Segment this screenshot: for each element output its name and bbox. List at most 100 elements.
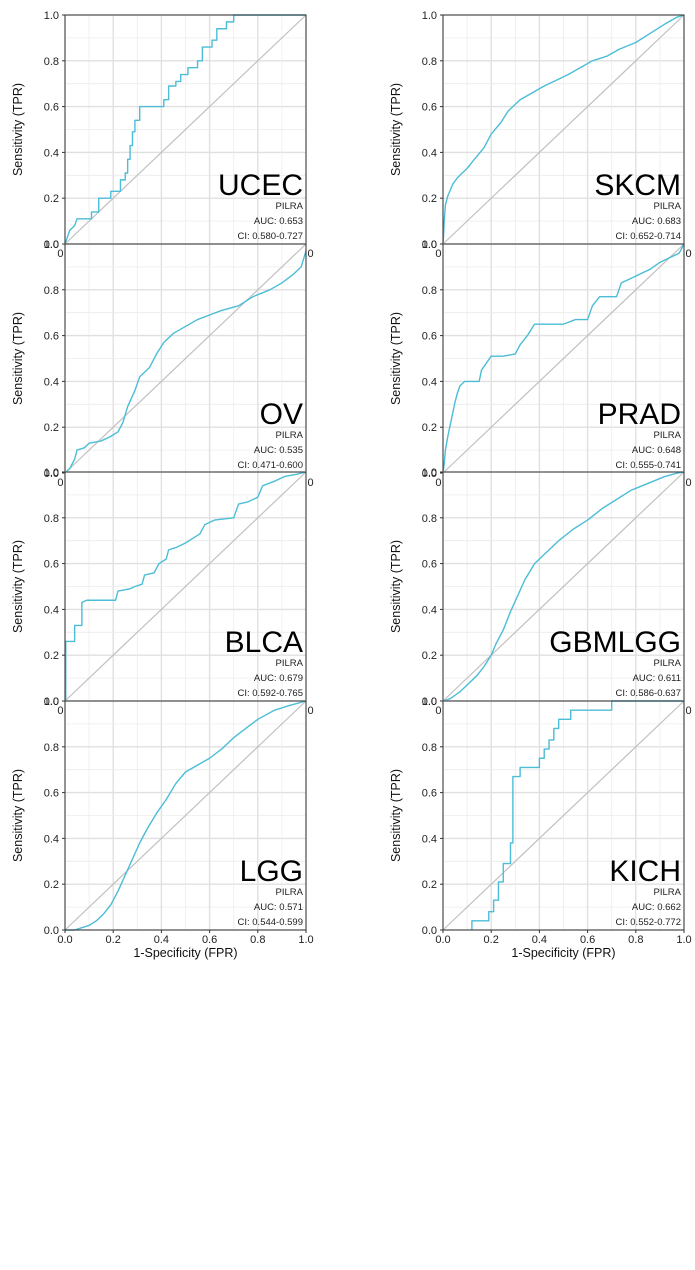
cancer-type-label: LGG	[240, 855, 303, 888]
reference-diagonal-line	[442, 471, 685, 702]
roc-curve-line	[442, 243, 685, 474]
x-tick-label: 0.2	[484, 934, 499, 946]
x-tick-label: 0.6	[580, 934, 595, 946]
y-tick-label: 0.2	[422, 650, 437, 662]
auc-label: AUC: 0.611	[633, 673, 681, 684]
gene-label: PILRA	[276, 430, 304, 441]
x-tick-label: 0.4	[154, 934, 169, 946]
auc-label: AUC: 0.648	[632, 445, 681, 456]
cancer-type-label: GBMLGG	[549, 626, 681, 659]
ci-label: CI: 0.586-0.637	[616, 688, 682, 699]
y-axis-label: Sensitivity (TPR)	[11, 312, 25, 405]
y-tick-label: 0.2	[44, 193, 59, 205]
y-tick-label: 1.0	[422, 239, 437, 251]
reference-diagonal-line	[64, 471, 307, 702]
y-tick-label: 0.0	[44, 925, 59, 937]
cancer-type-label: OV	[260, 398, 303, 431]
y-tick-label: 0.4	[44, 147, 59, 159]
y-tick-label: 0.6	[44, 559, 59, 571]
y-tick-label: 0.6	[422, 559, 437, 571]
y-tick-label: 0.2	[44, 879, 59, 891]
ci-label: CI: 0.544-0.599	[238, 917, 304, 928]
ci-label: CI: 0.580-0.727	[238, 231, 304, 242]
roc-curve-line	[64, 14, 306, 245]
x-tick-label: 0.8	[628, 934, 643, 946]
ci-label: CI: 0.552-0.772	[616, 917, 682, 928]
reference-diagonal-line	[442, 14, 685, 245]
x-tick-label: 0.4	[532, 934, 547, 946]
y-tick-label: 0.4	[44, 604, 59, 616]
roc-curve-line	[471, 700, 684, 930]
y-tick-label: 0.0	[422, 696, 437, 708]
y-tick-label: 0.8	[422, 513, 437, 525]
y-tick-label: 0.4	[44, 376, 59, 388]
reference-diagonal-line	[64, 243, 307, 474]
gene-label: PILRA	[654, 430, 682, 441]
ci-label: CI: 0.652-0.714	[616, 231, 682, 242]
auc-label: AUC: 0.683	[632, 216, 681, 227]
y-tick-label: 0.0	[44, 468, 59, 480]
y-tick-label: 0.8	[44, 56, 59, 68]
x-axis-label: 1-Specificity (FPR)	[133, 946, 237, 960]
x-axis-label: 1-Specificity (FPR)	[511, 946, 615, 960]
ci-label: CI: 0.555-0.741	[616, 460, 682, 471]
y-tick-label: 0.2	[422, 879, 437, 891]
x-tick-label: 0.0	[435, 934, 450, 946]
reference-diagonal-line	[64, 700, 307, 931]
y-axis-label: Sensitivity (TPR)	[11, 83, 25, 176]
x-tick-label: 0.8	[250, 934, 265, 946]
y-tick-label: 0.0	[44, 696, 59, 708]
auc-label: AUC: 0.679	[254, 673, 303, 684]
gene-label: PILRA	[276, 201, 304, 212]
y-tick-label: 1.0	[422, 10, 437, 22]
y-axis-label: Sensitivity (TPR)	[11, 769, 25, 862]
roc-panel-ucec: 0.00.20.40.60.81.00.00.20.40.60.81.01-Sp…	[11, 10, 314, 274]
plot-frame	[64, 700, 307, 931]
cancer-type-label: SKCM	[594, 169, 681, 202]
y-tick-label: 0.8	[44, 513, 59, 525]
roc-curve-line	[65, 471, 307, 702]
x-tick-label: 1.0	[298, 934, 313, 946]
y-tick-label: 1.0	[44, 10, 59, 22]
y-tick-label: 0.6	[422, 331, 437, 343]
y-tick-label: 0.8	[44, 285, 59, 297]
auc-label: AUC: 0.662	[632, 902, 681, 913]
y-axis-label: Sensitivity (TPR)	[389, 83, 403, 176]
y-tick-label: 0.4	[44, 833, 59, 845]
y-tick-label: 0.2	[422, 193, 437, 205]
y-axis-label: Sensitivity (TPR)	[389, 540, 403, 633]
x-tick-label: 0.0	[57, 934, 72, 946]
y-axis-label: Sensitivity (TPR)	[389, 312, 403, 405]
y-tick-label: 0.6	[44, 331, 59, 343]
y-tick-label: 0.4	[422, 376, 437, 388]
roc-panel-prad: 0.00.20.40.60.81.00.00.20.40.60.81.01-Sp…	[389, 239, 692, 503]
y-tick-label: 0.4	[422, 833, 437, 845]
gene-label: PILRA	[654, 201, 682, 212]
roc-panel-skcm: 0.00.20.40.60.81.00.00.20.40.60.81.01-Sp…	[389, 10, 692, 274]
cancer-type-label: UCEC	[218, 169, 303, 202]
y-tick-label: 0.8	[422, 56, 437, 68]
y-tick-label: 0.6	[44, 788, 59, 800]
ci-label: CI: 0.471-0.600	[238, 460, 304, 471]
roc-panel-gbmlgg: 0.00.20.40.60.81.00.00.20.40.60.81.01-Sp…	[389, 467, 692, 731]
roc-curve-line	[65, 700, 307, 931]
roc-curve-line	[442, 471, 685, 702]
roc-panel-ov: 0.00.20.40.60.81.00.00.20.40.60.81.01-Sp…	[11, 239, 314, 503]
y-tick-label: 0.6	[44, 102, 59, 114]
roc-curve-line	[442, 14, 685, 245]
cancer-type-label: BLCA	[225, 626, 303, 659]
roc-panel-blca: 0.00.20.40.60.81.00.00.20.40.60.81.01-Sp…	[11, 467, 314, 731]
reference-diagonal-line	[442, 700, 685, 931]
y-tick-label: 0.0	[422, 468, 437, 480]
y-tick-label: 0.8	[44, 742, 59, 754]
y-tick-label: 1.0	[44, 239, 59, 251]
y-axis-label: Sensitivity (TPR)	[11, 540, 25, 633]
roc-panel-kich: 0.0 0.2 0.4 0.6 0.8 1.00.00.20.40.60.81.01-Sp…	[389, 696, 692, 960]
reference-diagonal-line	[64, 14, 307, 245]
y-tick-label: 0.0	[44, 239, 59, 251]
plot-frame	[442, 700, 685, 931]
y-tick-label: 0.0	[422, 925, 437, 937]
y-axis-label: Sensitivity (TPR)	[389, 769, 403, 862]
